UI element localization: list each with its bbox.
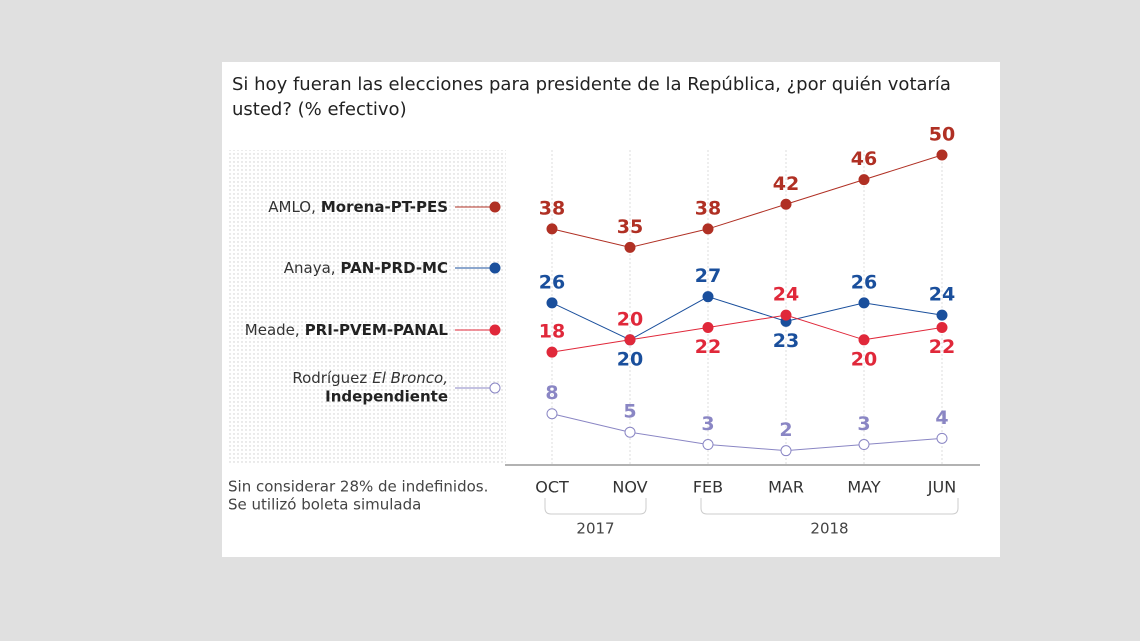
note: Se utilizó boleta simulada bbox=[228, 496, 421, 514]
data-label: 3 bbox=[857, 413, 870, 435]
data-label: 24 bbox=[773, 284, 799, 306]
point bbox=[624, 241, 636, 253]
legend-panel bbox=[228, 150, 506, 465]
data-label: 4 bbox=[935, 407, 948, 429]
point bbox=[780, 309, 792, 321]
series-line bbox=[551, 154, 943, 248]
x-tick-label: OCT bbox=[535, 478, 569, 497]
point bbox=[936, 309, 948, 321]
data-label: 20 bbox=[617, 308, 643, 330]
data-label: 20 bbox=[617, 348, 643, 370]
year-label: 2017 bbox=[576, 520, 614, 538]
legend-name: Rodríguez bbox=[292, 369, 367, 387]
data-label: 22 bbox=[695, 336, 721, 358]
point bbox=[858, 174, 870, 186]
data-label: 26 bbox=[539, 271, 565, 293]
data-label: 46 bbox=[851, 148, 877, 170]
point bbox=[858, 297, 870, 309]
data-label: 50 bbox=[929, 124, 955, 146]
legend-marker bbox=[489, 201, 501, 213]
data-label: 27 bbox=[695, 265, 721, 287]
legend-name: Meade, bbox=[245, 321, 300, 339]
series-line bbox=[551, 413, 943, 452]
year-bracket bbox=[544, 498, 647, 515]
data-label: 23 bbox=[773, 330, 799, 352]
year-label: 2018 bbox=[810, 520, 848, 538]
point bbox=[546, 297, 558, 309]
point bbox=[546, 223, 558, 235]
legend-label: Anaya, PAN-PRD-MC bbox=[284, 259, 448, 277]
legend-name: AMLO, bbox=[268, 198, 316, 216]
legend-name: Anaya, bbox=[284, 259, 336, 277]
x-tick-label: FEB bbox=[693, 478, 723, 497]
data-label: 42 bbox=[773, 173, 799, 195]
data-label: 3 bbox=[701, 413, 714, 435]
point bbox=[858, 334, 870, 346]
legend-marker bbox=[489, 324, 501, 336]
data-label: 22 bbox=[929, 336, 955, 358]
x-tick-label: MAR bbox=[768, 478, 804, 497]
point bbox=[936, 321, 948, 333]
year-bracket bbox=[700, 498, 959, 515]
legend-marker bbox=[489, 262, 501, 274]
legend-party: PRI-PVEM-PANAL bbox=[305, 321, 449, 339]
point bbox=[624, 426, 636, 438]
legend-party: Independiente bbox=[325, 388, 448, 406]
data-label: 18 bbox=[539, 321, 565, 343]
x-tick-label: JUN bbox=[927, 478, 956, 497]
legend-party: PAN-PRD-MC bbox=[341, 259, 448, 277]
point bbox=[702, 321, 714, 333]
legend-label: AMLO, Morena-PT-PES bbox=[268, 198, 448, 216]
point bbox=[780, 198, 792, 210]
data-label: 20 bbox=[851, 348, 877, 370]
note: Sin considerar 28% de indefinidos. bbox=[228, 478, 488, 496]
data-label: 5 bbox=[623, 401, 636, 423]
data-label: 35 bbox=[617, 216, 643, 238]
data-label: 2 bbox=[779, 419, 792, 441]
point bbox=[780, 445, 792, 457]
point bbox=[858, 439, 870, 451]
point bbox=[702, 291, 714, 303]
point bbox=[936, 149, 948, 161]
series-line bbox=[551, 296, 943, 341]
data-label: 38 bbox=[695, 197, 721, 219]
point bbox=[546, 346, 558, 358]
point bbox=[546, 408, 558, 420]
legend-alias: El Bronco, bbox=[372, 369, 448, 387]
x-tick-label: NOV bbox=[612, 478, 647, 497]
data-label: 24 bbox=[929, 284, 955, 306]
chart-title: Si hoy fueran las elecciones para presid… bbox=[232, 74, 951, 120]
legend-label: Rodríguez El Bronco, bbox=[292, 369, 448, 387]
series-line bbox=[551, 314, 943, 353]
point bbox=[702, 223, 714, 235]
point bbox=[702, 439, 714, 451]
data-label: 8 bbox=[545, 382, 558, 404]
point bbox=[936, 432, 948, 444]
legend-party: Morena-PT-PES bbox=[321, 198, 448, 216]
data-label: 26 bbox=[851, 271, 877, 293]
x-tick-label: MAY bbox=[847, 478, 881, 497]
data-label: 38 bbox=[539, 197, 565, 219]
legend-label: Meade, PRI-PVEM-PANAL bbox=[245, 321, 449, 339]
point bbox=[624, 334, 636, 346]
legend-marker bbox=[489, 382, 501, 394]
